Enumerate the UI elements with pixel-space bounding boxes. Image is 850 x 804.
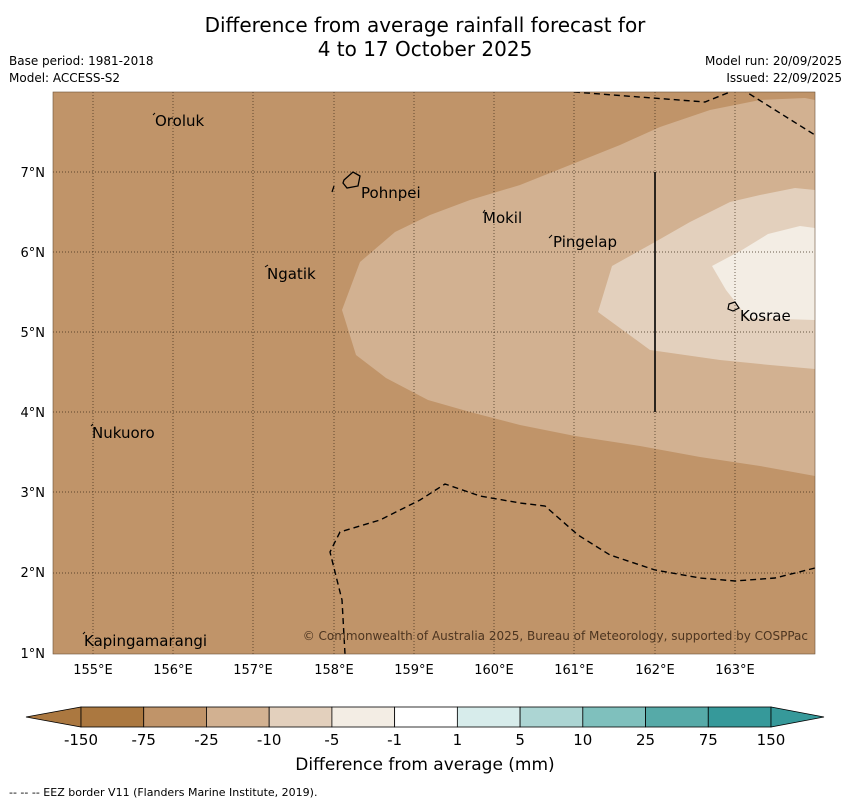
lat-tick: 6°N bbox=[21, 246, 46, 261]
meta-right: Model run: 20/09/2025 Issued: 22/09/2025 bbox=[705, 53, 842, 87]
colorbar-segment bbox=[143, 706, 207, 728]
lon-tick: 160°E bbox=[474, 663, 514, 678]
base-period: Base period: 1981-2018 bbox=[9, 54, 154, 68]
lon-tick: 159°E bbox=[394, 663, 434, 678]
colorbar-tick-label: 10 bbox=[573, 731, 592, 749]
title-line-2: 4 to 17 October 2025 bbox=[317, 37, 533, 61]
place-label: Pohnpei bbox=[361, 184, 421, 202]
place-label: Kosrae bbox=[740, 307, 791, 325]
colorbar-segment bbox=[80, 706, 145, 728]
place-label: Mokil bbox=[483, 209, 522, 227]
lat-tick: 2°N bbox=[21, 566, 46, 581]
issued-date: Issued: 22/09/2025 bbox=[726, 71, 842, 85]
lon-tick: 156°E bbox=[153, 663, 193, 678]
colorbar: -150 -75 -25 -10 -5 -1 1 5 10 25 75 150 bbox=[25, 706, 825, 749]
lat-tick: 1°N bbox=[21, 647, 46, 662]
colorbar-extend-low bbox=[25, 706, 82, 728]
eez-footnote: -- -- -- EEZ border V11 (Flanders Marine… bbox=[9, 786, 318, 799]
title-line-1: Difference from average rainfall forecas… bbox=[204, 13, 646, 37]
colorbar-segment bbox=[394, 706, 458, 728]
lat-tick: 7°N bbox=[21, 166, 46, 181]
copyright-text: © Commonwealth of Australia 2025, Bureau… bbox=[303, 629, 808, 643]
colorbar-segment bbox=[582, 706, 646, 728]
lon-tick: 163°E bbox=[715, 663, 755, 678]
colorbar-segment bbox=[268, 706, 333, 728]
lat-tick: 4°N bbox=[21, 406, 46, 421]
atoll-markers bbox=[82, 112, 553, 635]
lon-tick: 155°E bbox=[73, 663, 113, 678]
lat-tick: 5°N bbox=[21, 326, 46, 341]
lat-tick: 3°N bbox=[21, 486, 46, 501]
colorbar-tick-label: -150 bbox=[64, 731, 98, 749]
latitude-ticks: 1°N 2°N 3°N 4°N 5°N 6°N 7°N bbox=[21, 166, 46, 662]
colorbar-tick-label: 25 bbox=[636, 731, 655, 749]
place-label: Pingelap bbox=[553, 233, 617, 251]
colorbar-segment bbox=[519, 706, 584, 728]
meta-left: Base period: 1981-2018 Model: ACCESS-S2 bbox=[9, 53, 154, 87]
lon-tick: 162°E bbox=[635, 663, 675, 678]
colorbar-tick-label: -5 bbox=[324, 731, 339, 749]
eez-border bbox=[329, 92, 815, 654]
colorbar-tick-label: 75 bbox=[699, 731, 718, 749]
near-average-region bbox=[712, 226, 815, 320]
light-dry-region bbox=[598, 188, 815, 369]
colorbar-segment bbox=[331, 706, 396, 728]
lon-tick: 161°E bbox=[554, 663, 594, 678]
moderate-dry-region bbox=[342, 98, 815, 476]
pohnpei-island bbox=[342, 171, 361, 189]
colorbar-segment bbox=[456, 706, 521, 728]
map-plot-area: Oroluk Pohnpei Mokil Pingelap Ngatik Kos… bbox=[53, 92, 815, 654]
longitude-ticks: 155°E 156°E 157°E 158°E 159°E 160°E 161°… bbox=[73, 663, 755, 678]
lon-tick: 158°E bbox=[314, 663, 354, 678]
map-frame bbox=[52, 91, 816, 655]
colorbar-segment bbox=[707, 706, 772, 728]
colorbar-tick-label: -10 bbox=[257, 731, 282, 749]
colorbar-tick-label: -25 bbox=[194, 731, 219, 749]
place-label: Nukuoro bbox=[92, 424, 155, 442]
place-label: Oroluk bbox=[155, 112, 204, 130]
colorbar-segment bbox=[645, 706, 709, 728]
colorbar-title: Difference from average (mm) bbox=[295, 755, 555, 775]
colorbar-extend-high bbox=[770, 706, 825, 728]
colorbar-segment bbox=[206, 706, 270, 728]
pohnpei-islet bbox=[331, 185, 335, 193]
kosrae-island bbox=[727, 301, 740, 312]
model-name: Model: ACCESS-S2 bbox=[9, 71, 121, 85]
place-label: Ngatik bbox=[267, 265, 316, 283]
colorbar-tick-label: -1 bbox=[387, 731, 402, 749]
chart-title: Difference from average rainfall forecas… bbox=[0, 13, 850, 61]
place-label: Kapingamarangi bbox=[84, 632, 207, 650]
colorbar-tick-label: 150 bbox=[757, 731, 786, 749]
colorbar-tick-label: 1 bbox=[453, 731, 463, 749]
colorbar-tick-label: 5 bbox=[515, 731, 525, 749]
colorbar-tick-label: -75 bbox=[131, 731, 156, 749]
lon-tick: 157°E bbox=[233, 663, 273, 678]
model-run: Model run: 20/09/2025 bbox=[704, 54, 842, 68]
